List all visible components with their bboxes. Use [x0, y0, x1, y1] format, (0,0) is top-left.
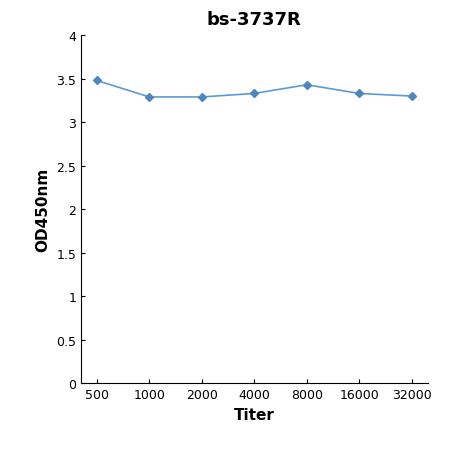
- Y-axis label: OD450nm: OD450nm: [36, 168, 50, 252]
- X-axis label: Titer: Titer: [234, 407, 274, 422]
- Title: bs-3737R: bs-3737R: [207, 11, 302, 29]
